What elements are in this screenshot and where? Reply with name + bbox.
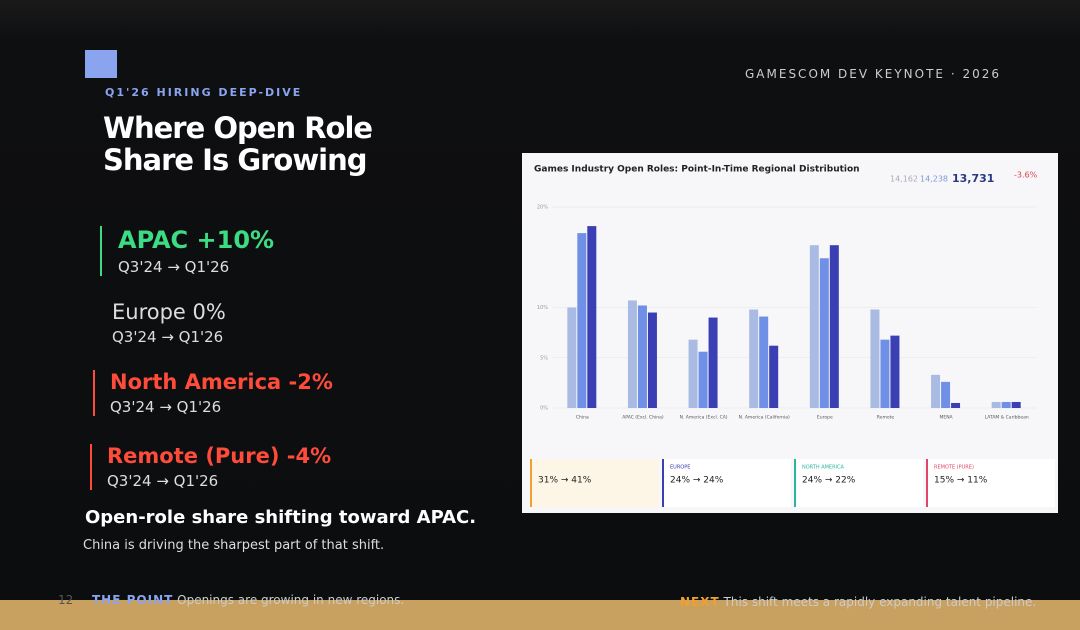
card-accent <box>530 459 532 507</box>
item: Europe 0% Q3'24 → Q1'26 <box>98 300 226 346</box>
bar <box>647 312 657 408</box>
bar <box>627 300 637 408</box>
chart-bg <box>522 153 1058 513</box>
bar <box>759 316 769 408</box>
card-value: 31% → 41% <box>538 476 592 486</box>
item-period: Q3'24 → Q1'26 <box>110 398 222 416</box>
item: Remote (Pure) -4% Q3'24 → Q1'26 <box>90 444 331 490</box>
deco <box>85 50 117 78</box>
subtakeaway: China is driving the sharpest part of th… <box>83 538 385 553</box>
x-tick-label: N. America (California) <box>739 415 790 421</box>
summary-card: NORTH AMERICA 24% → 22% <box>794 459 923 507</box>
chart: Games Industry Open Roles: Point-In-Time… <box>522 153 1058 513</box>
bar <box>870 309 880 408</box>
page-number: 12 <box>58 593 74 607</box>
footer-next: NEXT This shift meets a rapidly expandin… <box>680 595 1036 609</box>
item-period: Q3'24 → Q1'26 <box>112 328 224 346</box>
next-text: This shift meets a rapidly expanding tal… <box>723 595 1037 609</box>
header: GAMESCOM DEV KEYNOTE · 2026 <box>745 67 1001 81</box>
y-tick-label: 0% <box>540 406 548 412</box>
bar <box>587 226 597 408</box>
bar <box>577 233 587 408</box>
bar <box>567 307 577 408</box>
bar <box>698 351 708 408</box>
card-bg <box>926 459 1055 507</box>
bar <box>708 317 718 408</box>
y-tick-label: 5% <box>540 355 548 361</box>
eyebrow: Q1'26 HIRING DEEP-DIVE <box>105 86 303 99</box>
item: APAC +10% Q3'24 → Q1'26 <box>100 226 274 276</box>
bar <box>749 309 759 408</box>
item-label: North America -2% <box>110 370 333 394</box>
bar <box>931 374 941 408</box>
item: North America -2% Q3'24 → Q1'26 <box>93 370 333 416</box>
x-tick-label: APAC (Excl. China) <box>622 415 664 421</box>
bar <box>880 339 890 408</box>
bar <box>769 345 779 408</box>
item-period: Q3'24 → Q1'26 <box>107 472 219 490</box>
total: 14,162 <box>890 175 918 184</box>
chart-title: Games Industry Open Roles: Point-In-Time… <box>534 165 860 175</box>
bar <box>941 381 951 408</box>
total: 14,238 <box>920 175 948 184</box>
bar <box>819 258 829 408</box>
bar <box>809 245 819 408</box>
bar <box>688 339 698 408</box>
item-label: Remote (Pure) -4% <box>107 444 332 468</box>
bar <box>829 245 839 408</box>
point-label: THE POINT <box>92 593 174 607</box>
card-bg <box>662 459 791 507</box>
bar <box>890 335 900 408</box>
card-value: 24% → 24% <box>670 476 724 486</box>
takeaway: Open-role share shifting toward APAC. <box>85 507 477 528</box>
bar <box>991 401 1001 408</box>
item-period: Q3'24 → Q1'26 <box>118 258 230 276</box>
card-value: 24% → 22% <box>802 476 856 486</box>
footer-point: THE POINT Openings are growing in new re… <box>92 593 404 607</box>
x-tick-label: China <box>576 415 589 421</box>
bar <box>1001 401 1011 408</box>
summary-card: REMOTE (PURE) 15% → 11% <box>926 459 1055 507</box>
card-label: NORTH AMERICA <box>802 465 845 471</box>
summary-card: 31% → 41% <box>530 459 659 507</box>
item-label: APAC +10% <box>118 226 275 254</box>
x-tick-label: Europe <box>817 415 833 421</box>
card-value: 15% → 11% <box>934 476 988 486</box>
next-label: NEXT <box>680 595 720 609</box>
bar <box>637 305 647 408</box>
card-bg <box>530 459 659 507</box>
summary-card: EUROPE 24% → 24% <box>662 459 791 507</box>
card-accent <box>794 459 796 507</box>
x-tick-label: LATAM & Caribbean <box>985 415 1029 421</box>
x-tick-label: N. America (Excl. CA) <box>680 415 728 421</box>
y-tick-label: 20% <box>537 205 548 211</box>
item-label: Europe 0% <box>112 300 226 324</box>
card-accent <box>662 459 664 507</box>
total: 13,731 <box>952 172 994 185</box>
card-label: EUROPE <box>670 465 690 471</box>
y-tick-label: 10% <box>537 305 548 311</box>
bar <box>1011 401 1021 408</box>
card-label: REMOTE (PURE) <box>934 465 974 471</box>
slide-title: Where Open Role Share Is Growing <box>103 111 373 177</box>
change: -3.6% <box>1014 171 1038 180</box>
card-accent <box>926 459 928 507</box>
bar <box>951 402 961 408</box>
x-tick-label: MENA <box>939 415 953 421</box>
card-bg <box>794 459 923 507</box>
x-tick-label: Remote <box>877 415 895 421</box>
point-text: Openings are growing in new regions. <box>177 593 405 607</box>
